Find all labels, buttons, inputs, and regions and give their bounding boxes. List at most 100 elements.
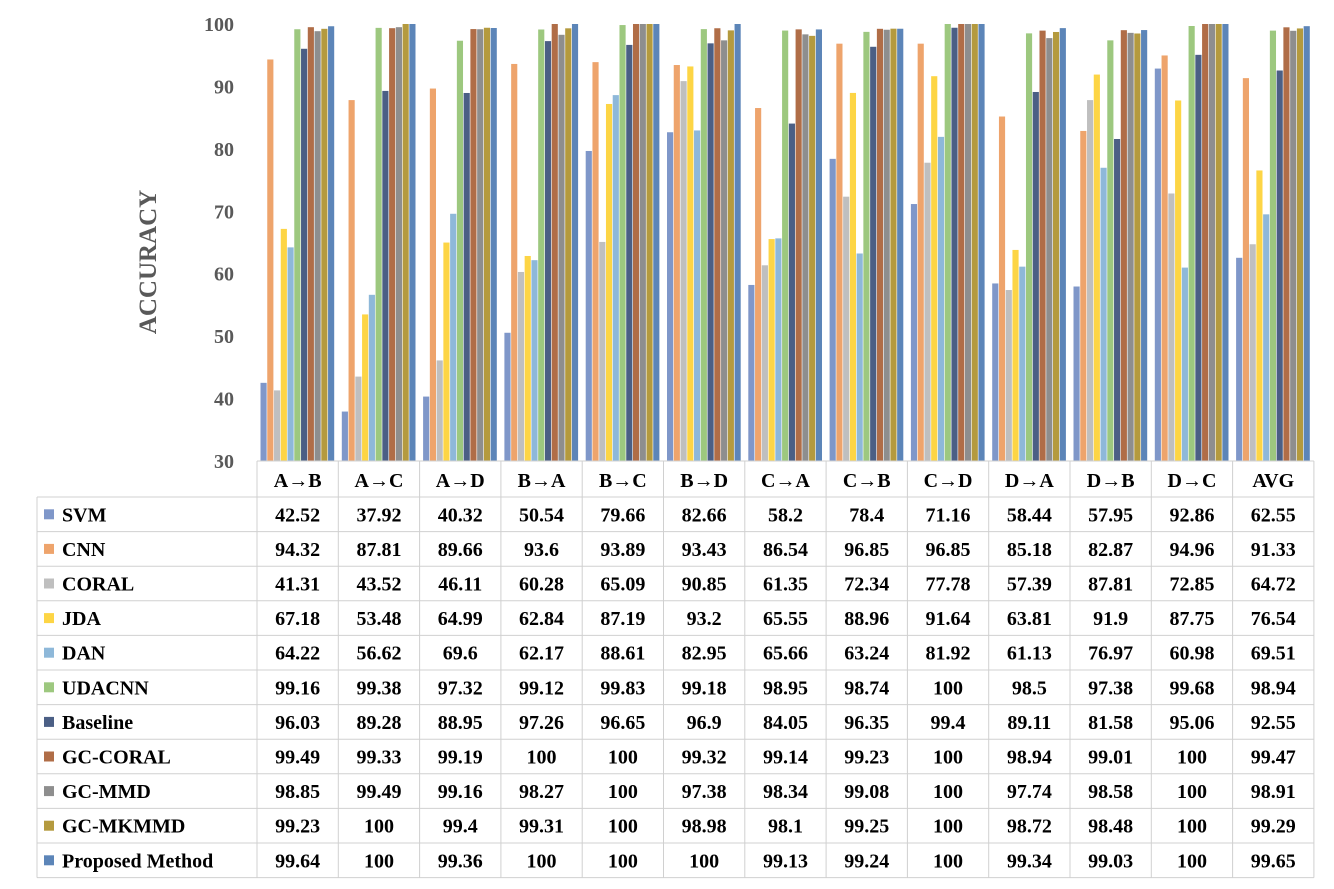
y-tick-label: 80 — [214, 139, 234, 161]
table-cell: 98.72 — [1007, 816, 1052, 838]
bar — [1127, 32, 1134, 462]
table-cell: 72.34 — [844, 574, 889, 596]
table-cell: 100 — [933, 677, 963, 699]
legend-key — [44, 682, 54, 693]
bar-group — [829, 28, 904, 462]
table-cell: 99.68 — [1169, 677, 1214, 699]
bar — [1100, 167, 1107, 461]
table-cell: 99.64 — [275, 850, 320, 872]
table-cell: 58.2 — [768, 504, 803, 526]
table-cell: 56.62 — [356, 643, 401, 665]
bar — [849, 92, 857, 462]
bar — [592, 62, 599, 461]
table-cell: 89.11 — [1007, 712, 1051, 734]
bar — [443, 242, 450, 461]
bar — [524, 255, 531, 461]
bar — [1120, 30, 1127, 462]
table-cell: 99.12 — [519, 677, 564, 699]
table-cell: 71.16 — [926, 504, 971, 526]
bar — [1141, 30, 1148, 462]
bar — [795, 29, 802, 462]
table-cell: 57.95 — [1088, 504, 1133, 526]
category-label: A→C — [355, 470, 404, 492]
table-cell: 93.6 — [524, 539, 559, 561]
bar — [1032, 91, 1039, 461]
table-cell: 98.34 — [763, 781, 808, 803]
bar — [964, 24, 972, 461]
y-tick-label: 30 — [214, 451, 234, 473]
bar — [1134, 33, 1141, 462]
table-cell: 37.92 — [356, 504, 401, 526]
table-cell: 42.52 — [275, 504, 320, 526]
table-cell: 100 — [933, 781, 963, 803]
bar — [998, 116, 1006, 462]
category-label: B→D — [680, 470, 728, 492]
series-name: Proposed Method — [62, 850, 213, 872]
table-cell: 99.4 — [443, 816, 478, 838]
table-cell: 60.28 — [519, 574, 564, 596]
bar — [829, 158, 836, 461]
bar-group — [910, 24, 985, 462]
bar — [1263, 214, 1270, 461]
table-cell: 99.65 — [1251, 850, 1296, 872]
table-cell: 76.54 — [1251, 608, 1296, 630]
table-cell: 100 — [1177, 747, 1207, 769]
bar — [883, 29, 890, 462]
bar — [274, 390, 281, 461]
series-name: SVM — [62, 504, 107, 526]
bar — [856, 253, 863, 461]
bar — [924, 162, 931, 461]
bar-group — [667, 24, 741, 462]
bar — [1039, 30, 1046, 462]
table-cell: 95.06 — [1169, 712, 1214, 734]
table-cell: 100 — [364, 816, 394, 838]
table-cell: 99.14 — [763, 747, 808, 769]
bar — [267, 59, 274, 462]
bar — [1296, 28, 1304, 462]
bar — [517, 271, 525, 461]
bar-group — [341, 24, 416, 462]
bar-group — [504, 24, 579, 462]
bar — [1290, 30, 1297, 462]
table-cell: 98.58 — [1088, 781, 1133, 803]
bar — [714, 28, 721, 461]
bar — [1046, 38, 1053, 462]
bar — [673, 65, 680, 462]
table-cell: 98.95 — [763, 677, 808, 699]
bar — [646, 24, 653, 461]
table-cell: 89.66 — [438, 539, 483, 561]
table-cell: 97.38 — [1088, 677, 1133, 699]
table-cell: 99.83 — [600, 677, 645, 699]
y-tick-label: 60 — [214, 264, 234, 286]
category-label: C→B — [843, 470, 891, 492]
bar — [1269, 30, 1277, 462]
legend-key — [44, 751, 54, 762]
bar — [761, 265, 768, 461]
table-cell: 96.65 — [600, 712, 645, 734]
bar — [423, 396, 430, 461]
table-cell: 82.95 — [682, 643, 727, 665]
table-cell: 85.18 — [1007, 539, 1052, 561]
bar — [1161, 55, 1168, 462]
table-cell: 98.94 — [1251, 677, 1296, 699]
table-cell: 64.72 — [1251, 574, 1296, 596]
table-cell: 67.18 — [275, 608, 320, 630]
bar — [1202, 24, 1209, 461]
table-cell: 93.89 — [600, 539, 645, 561]
table-cell: 100 — [933, 747, 963, 769]
bar — [870, 46, 877, 461]
bar — [490, 28, 497, 461]
y-tick-label: 50 — [214, 326, 234, 348]
bar — [280, 228, 287, 461]
y-tick-label: 70 — [214, 201, 234, 223]
table-cell: 98.94 — [1007, 747, 1052, 769]
series-name: UDACNN — [62, 677, 149, 699]
table-cell: 65.66 — [763, 643, 808, 665]
bar — [1236, 257, 1243, 461]
table-cell: 87.81 — [1088, 574, 1133, 596]
category-label: C→D — [924, 470, 973, 492]
category-label: D→A — [1005, 470, 1054, 492]
bar — [843, 196, 850, 461]
table-cell: 99.34 — [1007, 850, 1052, 872]
